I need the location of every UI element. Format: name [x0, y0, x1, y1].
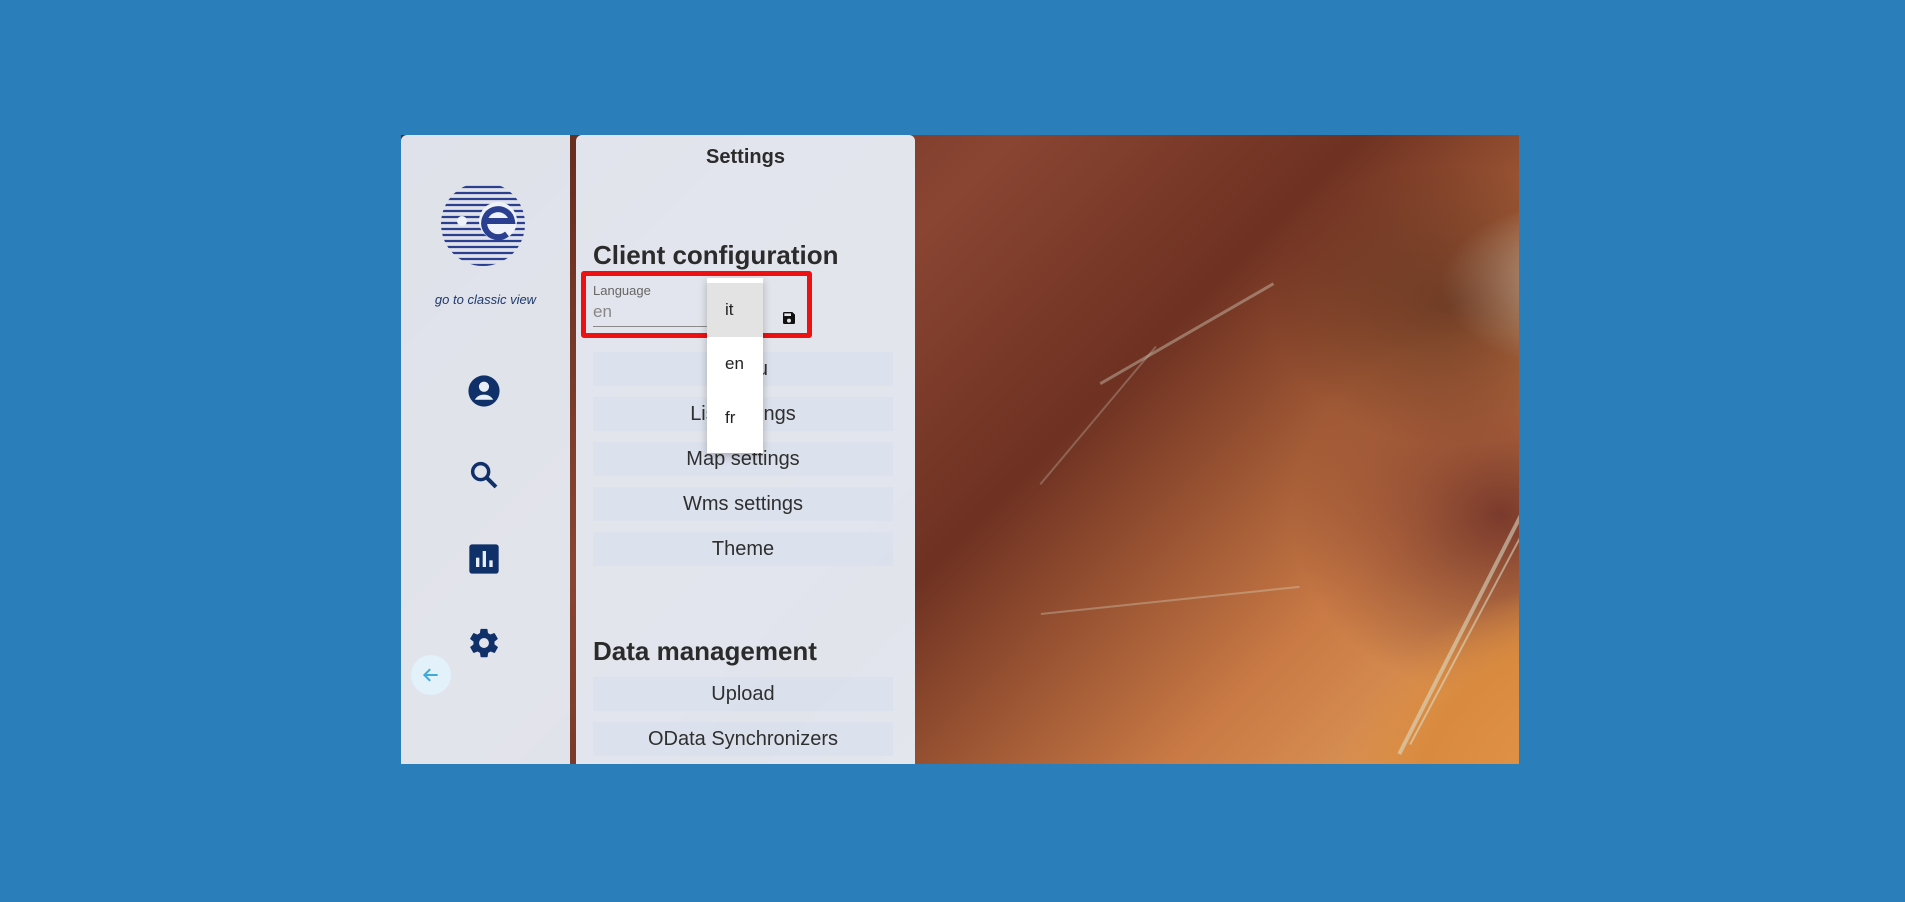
side-rail: go to classic view: [401, 135, 570, 764]
odata-synchronizers-button[interactable]: OData Synchronizers: [593, 722, 893, 756]
language-dropdown: it en fr: [707, 278, 763, 453]
language-option-it[interactable]: it: [707, 283, 763, 337]
arrow-left-icon[interactable]: [411, 655, 451, 695]
chart-icon[interactable]: [464, 539, 504, 579]
app-window: go to classic view Settings Client confi…: [401, 135, 1519, 764]
language-field[interactable]: Language en: [593, 283, 707, 327]
save-icon[interactable]: [779, 308, 799, 328]
data-management-heading: Data management: [593, 636, 817, 666]
wms-settings-button[interactable]: Wms settings: [593, 487, 893, 521]
search-icon[interactable]: [464, 455, 504, 495]
client-configuration-heading: Client configuration: [593, 240, 839, 270]
language-select[interactable]: en: [593, 302, 707, 327]
classic-view-link[interactable]: go to classic view: [434, 292, 537, 307]
panel-title: Settings: [706, 146, 785, 168]
language-option-fr[interactable]: fr: [725, 408, 736, 427]
settings-icon[interactable]: [464, 623, 504, 663]
upload-button[interactable]: Upload: [593, 677, 893, 711]
esa-logo: [441, 185, 525, 266]
theme-button[interactable]: Theme: [593, 532, 893, 566]
language-label: Language: [593, 283, 651, 298]
account-icon[interactable]: [464, 371, 504, 411]
language-option-en[interactable]: en: [725, 354, 744, 373]
